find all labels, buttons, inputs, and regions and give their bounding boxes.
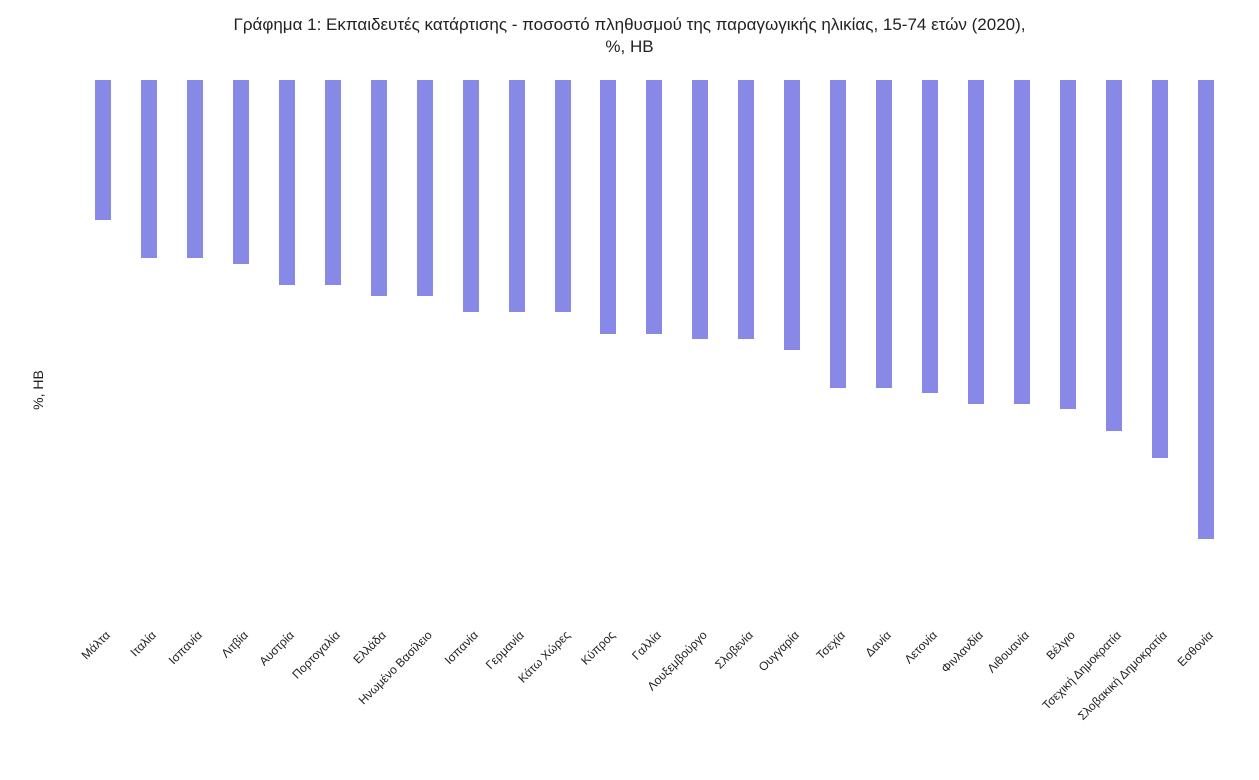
- bar: [830, 80, 846, 388]
- bar-slot: Γαλλία: [631, 80, 677, 620]
- bar-slot: Ελλάδα: [356, 80, 402, 620]
- bar-slot: Πορτογαλία: [310, 80, 356, 620]
- bar: [1014, 80, 1030, 404]
- bar: [555, 80, 571, 312]
- bar: [738, 80, 754, 339]
- bar-slot: Φινλανδία: [953, 80, 999, 620]
- bar: [187, 80, 203, 258]
- bar: [463, 80, 479, 312]
- bar-slot: Ισπανία: [172, 80, 218, 620]
- chart-container: Γράφημα 1: Εκπαιδευτές κατάρτισης - ποσο…: [0, 0, 1259, 780]
- bar: [784, 80, 800, 350]
- bar-slot: Δανία: [861, 80, 907, 620]
- bar-slot: Ιταλία: [126, 80, 172, 620]
- bar-slot: Λουξεμβούργο: [677, 80, 723, 620]
- bar-slot: Τσεχική Δημοκρατία: [1091, 80, 1137, 620]
- bar: [233, 80, 249, 264]
- bar: [968, 80, 984, 404]
- bar: [922, 80, 938, 393]
- bar-slot: Κύπρος: [585, 80, 631, 620]
- bar: [876, 80, 892, 388]
- bar-slot: Ηνωμένο Βασίλειο: [402, 80, 448, 620]
- bar-slot: Σλοβενία: [723, 80, 769, 620]
- bar: [417, 80, 433, 296]
- bar-slot: Κάτω Χώρες: [540, 80, 586, 620]
- bar-slot: Εσθονία: [1183, 80, 1229, 620]
- bar: [371, 80, 387, 296]
- bar-slot: Ουγγαρία: [769, 80, 815, 620]
- bar-slot: Ισπανία: [448, 80, 494, 620]
- bar: [646, 80, 662, 334]
- bar-slot: Βέλγιο: [1045, 80, 1091, 620]
- bar: [1106, 80, 1122, 431]
- bar-slot: Σλοβακική Δημοκρατία: [1137, 80, 1183, 620]
- bar-slot: Λιτβία: [218, 80, 264, 620]
- x-axis-label: Εσθονία: [1206, 597, 1247, 638]
- bar-slot: Γερμανία: [494, 80, 540, 620]
- bar-slot: Λιθουανία: [999, 80, 1045, 620]
- bars-group: ΜάλταΙταλίαΙσπανίαΛιτβίαΑυστρίαΠορτογαλί…: [80, 80, 1229, 620]
- bar: [1198, 80, 1214, 539]
- bar: [95, 80, 111, 220]
- bar: [325, 80, 341, 285]
- bar: [1152, 80, 1168, 458]
- y-axis-label: %, ΗΒ: [30, 370, 46, 410]
- bar: [509, 80, 525, 312]
- bar-slot: Μάλτα: [80, 80, 126, 620]
- bar: [600, 80, 616, 334]
- chart-title: Γράφημα 1: Εκπαιδευτές κατάρτισης - ποσο…: [0, 14, 1259, 58]
- bar: [279, 80, 295, 285]
- bar: [692, 80, 708, 339]
- bar-slot: Τσεχία: [815, 80, 861, 620]
- bar: [141, 80, 157, 258]
- bar: [1060, 80, 1076, 409]
- plot-area: ΜάλταΙταλίαΙσπανίαΛιτβίαΑυστρίαΠορτογαλί…: [80, 80, 1229, 620]
- bar-slot: Αυστρία: [264, 80, 310, 620]
- bar-slot: Λετονία: [907, 80, 953, 620]
